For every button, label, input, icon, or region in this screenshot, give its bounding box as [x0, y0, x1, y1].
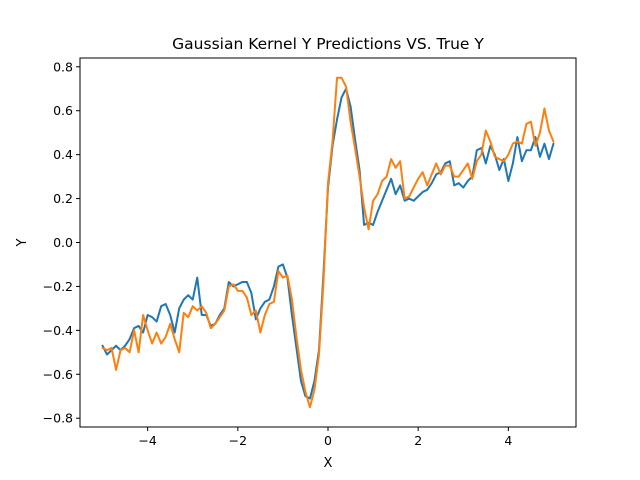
y-axis-label: Y — [15, 238, 30, 247]
series-layer — [101, 76, 555, 409]
y-axis: −0.8 −0.6 −0.4 −0.2 0.0 0.2 0.4 0.6 0.8 — [43, 59, 80, 426]
x-tick-label: 2 — [414, 433, 422, 448]
x-tick-label: −4 — [138, 433, 156, 448]
y-tick-label: 0.8 — [53, 59, 73, 74]
y-tick-label: 0.6 — [53, 103, 73, 118]
x-tick-label: 4 — [504, 433, 512, 448]
y-tick-label: −0.4 — [43, 323, 73, 338]
x-axis-label: X — [324, 456, 333, 471]
x-axis: −4 −2 0 2 4 — [138, 427, 512, 448]
y-tick-label: −0.6 — [43, 367, 73, 382]
x-tick-label: −2 — [229, 433, 247, 448]
chart-title: Gaussian Kernel Y Predictions VS. True Y — [172, 35, 484, 53]
y-tick-label: 0.2 — [53, 191, 73, 206]
series-line-2 — [101, 76, 555, 409]
y-tick-label: 0.4 — [53, 147, 73, 162]
y-tick-label: 0.0 — [53, 235, 73, 250]
x-tick-label: 0 — [324, 433, 332, 448]
y-tick-label: −0.2 — [43, 279, 73, 294]
y-tick-label: −0.8 — [43, 411, 73, 426]
